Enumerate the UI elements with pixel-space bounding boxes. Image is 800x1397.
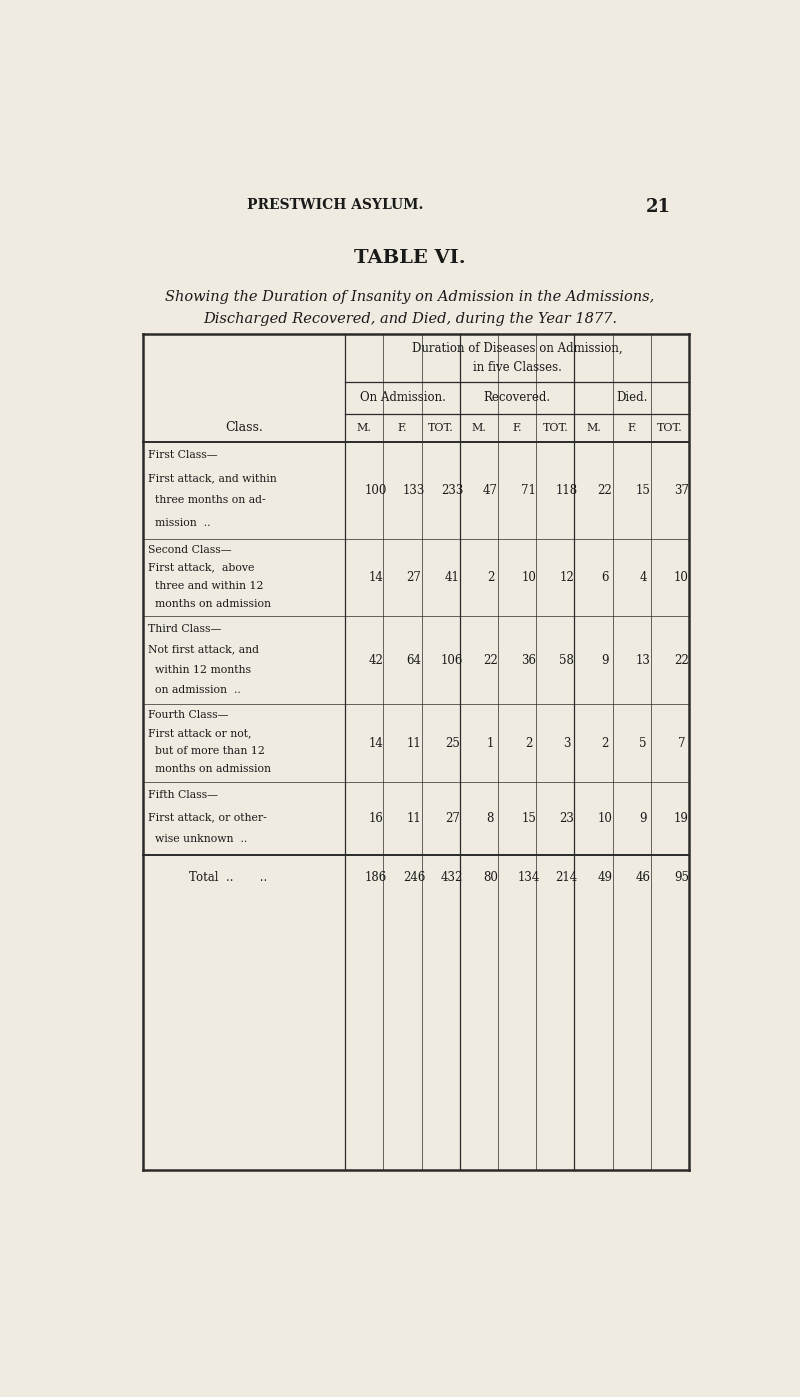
Text: PRESTWICH ASYLUM.: PRESTWICH ASYLUM. — [247, 198, 424, 212]
Text: but of more than 12: but of more than 12 — [148, 746, 266, 756]
Text: Showing the Duration of Insanity on Admission in the Admissions,: Showing the Duration of Insanity on Admi… — [166, 291, 654, 305]
Text: 4: 4 — [639, 571, 647, 584]
Text: three and within 12: three and within 12 — [148, 581, 264, 591]
Text: 3: 3 — [563, 736, 570, 750]
Text: 25: 25 — [445, 736, 460, 750]
Text: First attack,  above: First attack, above — [148, 563, 254, 573]
Text: 36: 36 — [521, 654, 536, 666]
Text: 22: 22 — [598, 483, 612, 497]
Text: TABLE VI.: TABLE VI. — [354, 250, 466, 267]
Text: 246: 246 — [403, 872, 426, 884]
Text: 13: 13 — [636, 654, 650, 666]
Text: M.: M. — [471, 423, 486, 433]
Text: 14: 14 — [368, 571, 383, 584]
Text: 5: 5 — [639, 736, 647, 750]
Text: 7: 7 — [678, 736, 685, 750]
Text: Died.: Died. — [616, 391, 647, 404]
Text: 432: 432 — [441, 872, 463, 884]
Text: TOT.: TOT. — [428, 423, 454, 433]
Text: 64: 64 — [406, 654, 422, 666]
Text: 80: 80 — [483, 872, 498, 884]
Text: months on admission: months on admission — [148, 764, 271, 774]
Text: 10: 10 — [521, 571, 536, 584]
Text: Total  ..       ..: Total .. .. — [189, 872, 267, 884]
Text: First Class—: First Class— — [148, 450, 218, 461]
Text: 41: 41 — [445, 571, 460, 584]
Text: wise unknown  ..: wise unknown .. — [148, 834, 248, 845]
Text: 27: 27 — [406, 571, 422, 584]
Text: 49: 49 — [598, 872, 613, 884]
Text: Fifth Class—: Fifth Class— — [148, 791, 218, 800]
Text: 22: 22 — [483, 654, 498, 666]
Text: 8: 8 — [486, 812, 494, 826]
Text: on admission  ..: on admission .. — [148, 685, 241, 696]
Text: On Admission.: On Admission. — [360, 391, 446, 404]
Text: 15: 15 — [521, 812, 536, 826]
Text: 14: 14 — [368, 736, 383, 750]
Text: 95: 95 — [674, 872, 689, 884]
Text: 21: 21 — [646, 198, 670, 215]
Text: 10: 10 — [674, 571, 689, 584]
Text: First attack, or other-: First attack, or other- — [148, 812, 267, 823]
Text: M.: M. — [586, 423, 601, 433]
Text: 27: 27 — [445, 812, 460, 826]
Text: 100: 100 — [365, 483, 387, 497]
Text: TOT.: TOT. — [657, 423, 682, 433]
Text: 133: 133 — [403, 483, 426, 497]
Text: 11: 11 — [406, 812, 422, 826]
Text: Class.: Class. — [226, 422, 263, 434]
Text: First attack or not,: First attack or not, — [148, 728, 252, 738]
Text: 1: 1 — [486, 736, 494, 750]
Text: Not first attack, and: Not first attack, and — [148, 644, 259, 654]
Text: Second Class—: Second Class— — [148, 545, 232, 555]
Text: 46: 46 — [636, 872, 650, 884]
Text: 23: 23 — [559, 812, 574, 826]
Text: 42: 42 — [368, 654, 383, 666]
Text: 118: 118 — [556, 483, 578, 497]
Text: within 12 months: within 12 months — [148, 665, 251, 675]
Text: 186: 186 — [365, 872, 387, 884]
Text: 47: 47 — [483, 483, 498, 497]
Text: 2: 2 — [525, 736, 532, 750]
Text: Fourth Class—: Fourth Class— — [148, 710, 229, 721]
Text: 106: 106 — [441, 654, 463, 666]
Text: 11: 11 — [406, 736, 422, 750]
Text: F.: F. — [627, 423, 637, 433]
Text: Recovered.: Recovered. — [483, 391, 550, 404]
Text: 9: 9 — [639, 812, 647, 826]
Text: Third Class—: Third Class— — [148, 623, 222, 633]
Text: 10: 10 — [598, 812, 613, 826]
Text: 37: 37 — [674, 483, 689, 497]
Text: 58: 58 — [559, 654, 574, 666]
Text: 6: 6 — [602, 571, 609, 584]
Text: 233: 233 — [441, 483, 463, 497]
Text: F.: F. — [398, 423, 407, 433]
Text: F.: F. — [512, 423, 522, 433]
Text: 2: 2 — [602, 736, 609, 750]
Text: M.: M. — [357, 423, 372, 433]
Text: 22: 22 — [674, 654, 689, 666]
Text: 214: 214 — [556, 872, 578, 884]
Text: 16: 16 — [368, 812, 383, 826]
Text: 12: 12 — [559, 571, 574, 584]
Text: 9: 9 — [602, 654, 609, 666]
Text: 15: 15 — [636, 483, 650, 497]
Text: mission  ..: mission .. — [148, 518, 211, 528]
Text: Discharged Recovered, and Died, during the Year 1877.: Discharged Recovered, and Died, during t… — [203, 312, 617, 326]
Text: Duration of Diseases on Admission,
in five Classes.: Duration of Diseases on Admission, in fi… — [412, 342, 622, 374]
Text: 71: 71 — [521, 483, 536, 497]
Text: months on admission: months on admission — [148, 598, 271, 609]
Text: three months on ad-: three months on ad- — [148, 496, 266, 506]
Text: TOT.: TOT. — [542, 423, 568, 433]
Text: 134: 134 — [518, 872, 540, 884]
Text: 2: 2 — [486, 571, 494, 584]
Text: First attack, and within: First attack, and within — [148, 474, 277, 483]
Text: 19: 19 — [674, 812, 689, 826]
